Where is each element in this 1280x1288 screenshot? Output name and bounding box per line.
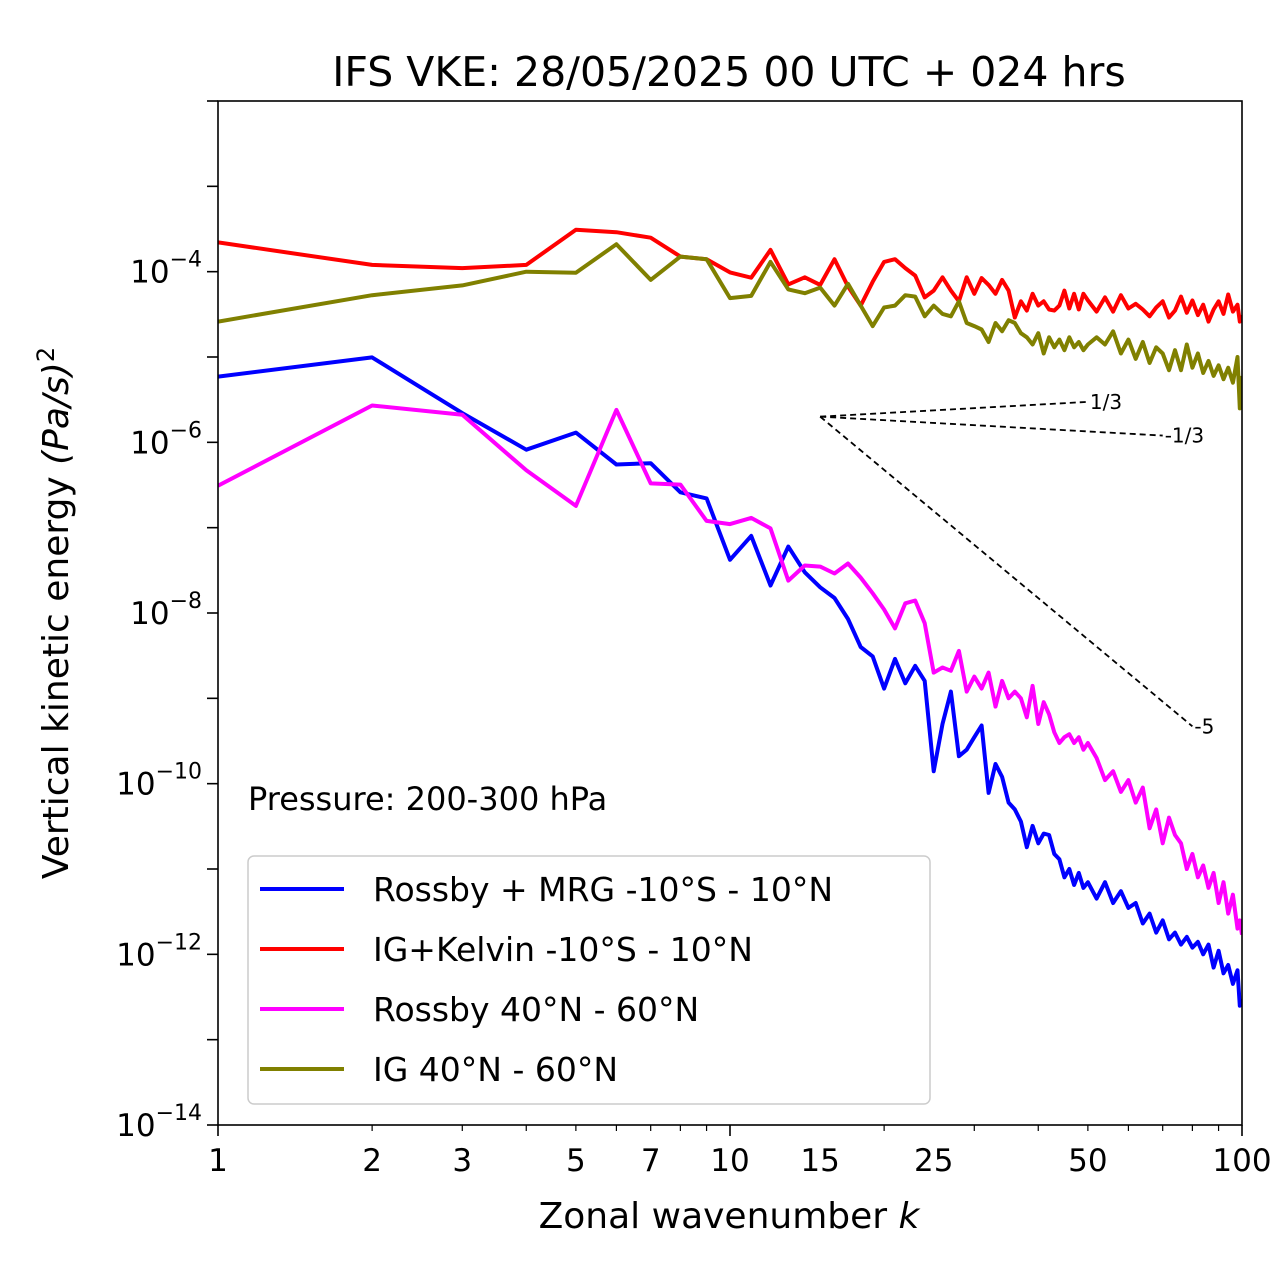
x-axis-label: Zonal wavenumber k — [539, 1196, 922, 1237]
x-tick-label: 25 — [914, 1143, 953, 1179]
series-line-2 — [218, 227, 1242, 324]
legend-box — [247, 855, 931, 1105]
y-tick-label: 10−8 — [130, 589, 202, 632]
pressure-annotation: Pressure: 200-300 hPa — [248, 780, 607, 818]
legend-label: Rossby 40°N - 60°N — [373, 990, 699, 1029]
y-tick-label: 10−12 — [116, 930, 202, 973]
x-tick-label: 7 — [641, 1143, 661, 1179]
reference-line-3 — [819, 415, 1193, 728]
reference-line-label: -1/3 — [1165, 424, 1204, 448]
y-tick-label: 10−4 — [130, 248, 202, 291]
series-lines — [218, 227, 1242, 1008]
legend-label: IG 40°N - 60°N — [373, 1050, 618, 1089]
x-tick-label: 100 — [1212, 1143, 1271, 1179]
x-tick-label: 10 — [710, 1143, 749, 1179]
x-tick-label: 2 — [362, 1143, 382, 1179]
y-axis-label: Vertical kinetic energy (Pa/s)2 — [32, 347, 77, 879]
x-axis-ticks: 1 2 3 5 7 10 15 25 50 100 — [208, 1125, 1272, 1179]
x-tick-label: 3 — [452, 1143, 472, 1179]
legend: Rossby + MRG -10°S - 10°N IG+Kelvin -10°S… — [247, 855, 931, 1105]
series-line-3 — [218, 403, 1242, 936]
chart-title: IFS VKE: 28/05/2025 00 UTC + 024 hrs — [332, 48, 1125, 96]
series-line-4 — [218, 242, 1242, 411]
series-line-1 — [218, 355, 1242, 1008]
reference-slope-lines: 1/3 -1/3 -5 — [819, 390, 1214, 738]
reference-line-label: 1/3 — [1090, 390, 1122, 414]
reference-line-2 — [820, 415, 1163, 437]
plot-frame — [217, 100, 1243, 1126]
x-tick-label: 1 — [208, 1143, 228, 1179]
x-tick-label: 5 — [566, 1143, 586, 1179]
legend-label: Rossby + MRG -10°S - 10°N — [373, 870, 833, 909]
y-tick-label: 10−10 — [116, 760, 202, 803]
svg-text:Vertical kinetic energy: Vertical kinetic energy (Pa/s)2 — [32, 347, 77, 879]
reference-line-1 — [820, 400, 1088, 418]
x-tick-label: 15 — [800, 1143, 839, 1179]
x-tick-label: 50 — [1068, 1143, 1107, 1179]
y-tick-label: 10−14 — [116, 1101, 202, 1144]
y-axis-ticks: 10−14 10−12 10−10 10−8 10−6 10−4 — [116, 100, 218, 1144]
y-tick-label: 10−6 — [130, 418, 202, 461]
reference-line-label: -5 — [1194, 714, 1214, 738]
legend-label: IG+Kelvin -10°S - 10°N — [373, 930, 753, 969]
